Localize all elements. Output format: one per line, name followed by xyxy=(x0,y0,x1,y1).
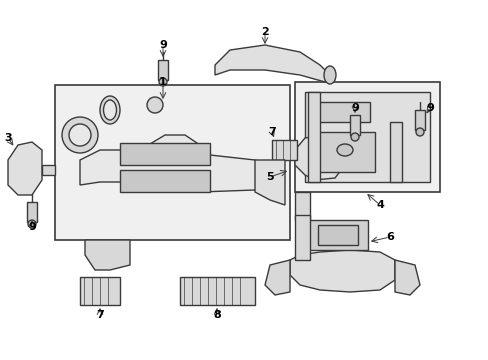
Bar xyxy=(349,115,359,135)
Bar xyxy=(271,140,296,160)
Ellipse shape xyxy=(103,100,116,120)
Polygon shape xyxy=(215,45,329,82)
Text: 7: 7 xyxy=(96,310,103,320)
Ellipse shape xyxy=(336,144,352,156)
Circle shape xyxy=(28,220,36,228)
Polygon shape xyxy=(85,240,130,270)
Bar xyxy=(120,143,209,165)
Bar xyxy=(307,220,367,250)
Ellipse shape xyxy=(324,66,335,84)
Polygon shape xyxy=(80,135,274,192)
Polygon shape xyxy=(8,142,42,195)
Text: 3: 3 xyxy=(4,133,12,143)
Text: 6: 6 xyxy=(385,232,393,242)
Bar xyxy=(314,102,369,122)
Bar xyxy=(80,277,120,305)
Polygon shape xyxy=(294,135,345,180)
Circle shape xyxy=(159,78,167,86)
Polygon shape xyxy=(394,260,419,295)
Bar xyxy=(55,85,289,240)
Circle shape xyxy=(147,97,163,113)
Polygon shape xyxy=(294,192,309,220)
Text: 9: 9 xyxy=(159,40,166,50)
Bar xyxy=(27,202,37,222)
Text: 4: 4 xyxy=(375,200,383,210)
Text: 5: 5 xyxy=(265,172,273,182)
Text: 2: 2 xyxy=(261,27,268,37)
Text: 9: 9 xyxy=(28,222,36,232)
Circle shape xyxy=(62,117,98,153)
Text: 9: 9 xyxy=(425,103,433,113)
Bar xyxy=(317,225,357,245)
Circle shape xyxy=(350,133,358,141)
Bar xyxy=(120,170,209,192)
Bar xyxy=(305,92,429,182)
Text: 7: 7 xyxy=(267,127,275,137)
Bar xyxy=(314,132,374,172)
Bar xyxy=(307,92,319,182)
Text: 9: 9 xyxy=(350,103,358,113)
Bar xyxy=(294,82,439,192)
Ellipse shape xyxy=(100,96,120,124)
Circle shape xyxy=(69,124,91,146)
Polygon shape xyxy=(264,260,289,295)
Text: 1: 1 xyxy=(159,77,166,87)
Bar xyxy=(414,110,424,130)
Bar xyxy=(180,277,254,305)
Polygon shape xyxy=(42,165,55,175)
Polygon shape xyxy=(254,160,285,205)
Polygon shape xyxy=(289,250,394,292)
Bar xyxy=(389,122,401,182)
Bar xyxy=(158,60,168,80)
Text: 8: 8 xyxy=(213,310,221,320)
Circle shape xyxy=(415,128,423,136)
Polygon shape xyxy=(294,215,309,260)
